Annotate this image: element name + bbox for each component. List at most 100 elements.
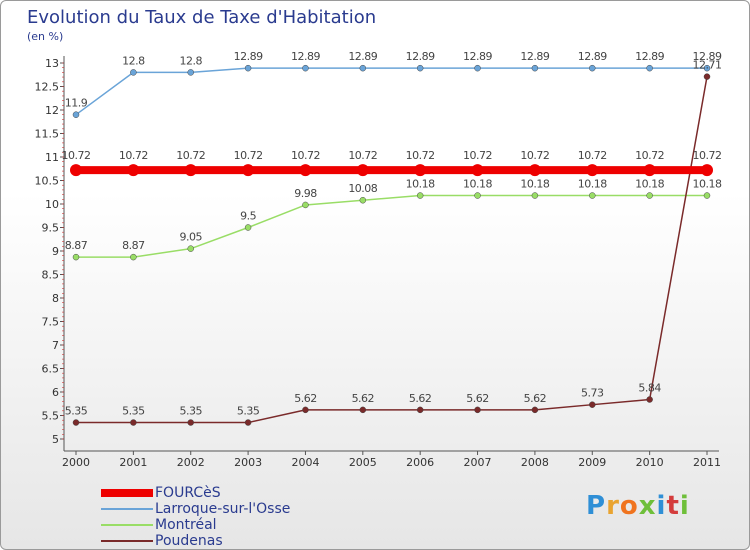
data-label: 12.89: [406, 50, 435, 63]
data-point: [130, 69, 137, 76]
data-label: 10.72: [693, 149, 722, 162]
data-point: [589, 401, 596, 408]
data-label: 10.18: [635, 178, 664, 191]
data-point: [416, 406, 424, 414]
data-point: [302, 201, 309, 209]
data-label: 5.35: [237, 405, 260, 418]
logo-letter: t: [666, 491, 680, 521]
data-point: [72, 253, 80, 261]
data-label: 9.5: [240, 210, 256, 223]
data-point: [414, 164, 427, 177]
y-tick-label: 13: [45, 57, 59, 70]
data-label: 5.84: [638, 382, 661, 395]
logo-letter: o: [619, 491, 639, 521]
data-label: 5.35: [122, 405, 145, 418]
data-point: [589, 64, 596, 72]
x-tick-label: 2002: [177, 456, 205, 469]
x-tick-label: 2006: [406, 456, 434, 469]
data-label: 5.62: [524, 392, 547, 405]
data-label: 12.89: [578, 50, 607, 63]
data-label: 5.35: [179, 405, 202, 418]
chart-title: Evolution du Taux de Taxe d'Habitation: [27, 7, 377, 28]
data-point: [586, 164, 599, 177]
data-point: [531, 406, 539, 414]
x-tick-label: 2010: [636, 456, 664, 469]
y-tick-label: 7: [52, 339, 59, 352]
data-point: [244, 419, 252, 426]
data-label: 10.72: [520, 149, 549, 162]
x-tick-label: 2005: [349, 456, 377, 469]
logo-letter: i: [679, 491, 690, 521]
data-label: 10.72: [176, 149, 205, 162]
legend-label: FOURCèS: [155, 485, 221, 501]
data-point: [703, 192, 711, 199]
logo-letter: x: [638, 491, 657, 521]
series-line: [76, 76, 708, 424]
data-label: 10.72: [291, 149, 320, 162]
data-label: 10.72: [406, 149, 435, 162]
y-tick-label: 5: [52, 433, 59, 446]
x-tick-label: 2003: [234, 456, 262, 469]
legend-swatch: [101, 489, 153, 497]
data-point: [299, 164, 312, 177]
data-label: 9.05: [179, 231, 202, 244]
legend-swatch: [101, 508, 153, 510]
data-label: 5.62: [352, 392, 375, 405]
data-point: [359, 406, 367, 414]
data-label: 5.62: [466, 392, 489, 405]
data-label: 10.08: [348, 182, 377, 195]
data-point: [646, 64, 653, 72]
data-point: [72, 419, 80, 426]
x-tick-label: 2001: [119, 456, 147, 469]
x-tick-label: 2000: [62, 456, 90, 469]
data-label: 12.8: [122, 54, 145, 67]
y-tick-label: 11.5: [35, 128, 60, 141]
data-point: [302, 64, 309, 72]
logo-letter: i: [656, 491, 667, 521]
data-point: [359, 64, 367, 72]
series-line: [76, 194, 707, 258]
series-line: [75, 67, 707, 116]
data-point: [474, 192, 481, 199]
data-label: 10.18: [463, 178, 492, 191]
data-point: [359, 196, 367, 204]
data-label: 5.35: [65, 405, 88, 418]
data-label: 10.72: [62, 149, 91, 162]
y-tick-label: 9.5: [42, 222, 60, 235]
data-point: [242, 164, 255, 177]
data-label: 8.87: [122, 239, 145, 252]
x-tick-label: 2007: [464, 456, 492, 469]
data-label: 10.72: [119, 149, 148, 162]
y-tick-label: 5.5: [42, 410, 60, 423]
data-point: [244, 224, 252, 231]
chart-unit: (en %): [27, 30, 64, 43]
legend-swatch: [101, 524, 153, 526]
data-point: [127, 164, 140, 177]
y-tick-label: 12.5: [35, 81, 60, 94]
data-point: [531, 192, 539, 199]
data-point: [646, 192, 653, 199]
data-point: [187, 419, 194, 426]
y-tick-label: 8: [52, 292, 59, 305]
logo-letter: P: [586, 491, 607, 521]
data-label: 12.8: [179, 54, 202, 67]
y-tick-label: 7.5: [42, 316, 60, 329]
data-label: 12.89: [463, 50, 492, 63]
y-tick-label: 6: [52, 386, 59, 399]
data-label: 10.72: [348, 149, 377, 162]
y-tick-label: 12: [45, 104, 59, 117]
y-tick-label: 9: [52, 245, 59, 258]
data-point: [474, 406, 481, 414]
data-label: 5.73: [581, 387, 604, 400]
data-point: [589, 192, 596, 199]
y-tick-label: 11: [45, 151, 59, 164]
legend-label: Larroque-sur-l'Osse: [155, 501, 291, 517]
data-point: [130, 253, 137, 261]
data-label: 10.72: [234, 149, 263, 162]
data-label: 10.72: [635, 149, 664, 162]
data-point: [528, 164, 541, 177]
data-point: [187, 245, 194, 252]
data-point: [244, 64, 252, 72]
y-tick-label: 6.5: [42, 363, 60, 376]
